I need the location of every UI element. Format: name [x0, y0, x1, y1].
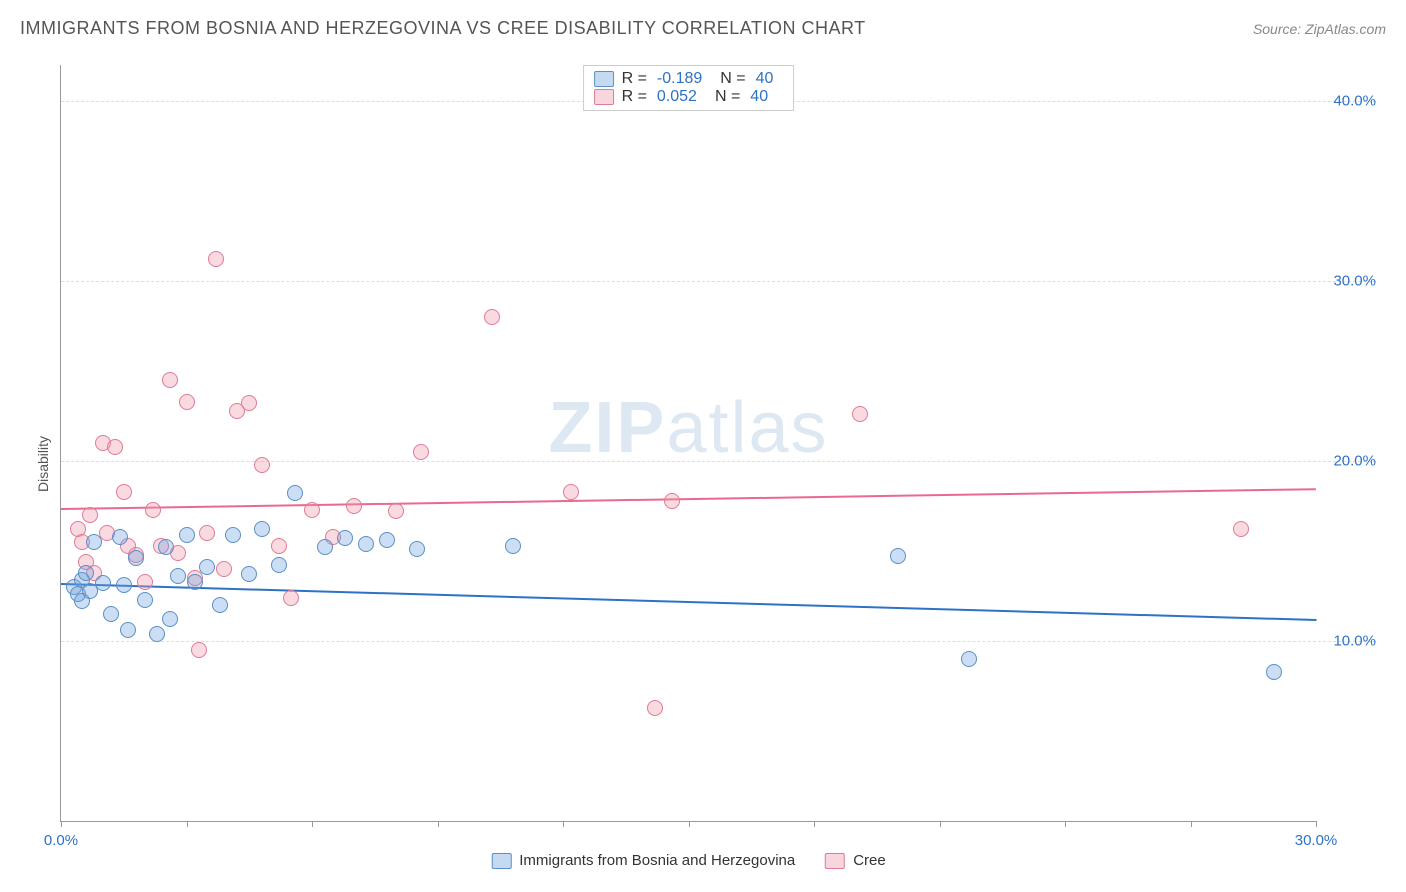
chart-area: Disability ZIPatlas R =-0.189N =40R =0.0… — [20, 55, 1386, 872]
watermark: ZIPatlas — [548, 387, 828, 469]
legend-swatch — [491, 853, 511, 869]
x-tick — [187, 821, 188, 827]
data-point — [199, 525, 215, 541]
y-tick-label: 20.0% — [1321, 453, 1376, 470]
data-point — [379, 532, 395, 548]
data-point — [1233, 521, 1249, 537]
data-point — [187, 574, 203, 590]
data-point — [128, 550, 144, 566]
data-point — [162, 372, 178, 388]
data-point — [283, 590, 299, 606]
y-tick-label: 30.0% — [1321, 273, 1376, 290]
data-point — [179, 527, 195, 543]
data-point — [254, 521, 270, 537]
data-point — [199, 559, 215, 575]
data-point — [216, 561, 232, 577]
source-label: Source: ZipAtlas.com — [1253, 21, 1386, 37]
data-point — [271, 538, 287, 554]
legend-item: Immigrants from Bosnia and Herzegovina — [491, 852, 795, 869]
plot-region: ZIPatlas R =-0.189N =40R =0.052N =40 Imm… — [60, 65, 1316, 822]
data-point — [254, 457, 270, 473]
legend-swatch — [594, 89, 614, 105]
x-tick — [312, 821, 313, 827]
x-tick-label: 0.0% — [44, 832, 78, 849]
data-point — [78, 565, 94, 581]
y-tick-label: 40.0% — [1321, 93, 1376, 110]
data-point — [179, 394, 195, 410]
x-tick — [814, 821, 815, 827]
x-tick — [1191, 821, 1192, 827]
data-point — [271, 557, 287, 573]
data-point — [409, 541, 425, 557]
x-tick-label: 30.0% — [1295, 832, 1338, 849]
data-point — [664, 493, 680, 509]
x-tick — [1065, 821, 1066, 827]
trend-line — [61, 583, 1316, 621]
data-point — [212, 597, 228, 613]
data-point — [82, 507, 98, 523]
y-tick-label: 10.0% — [1321, 633, 1376, 650]
x-tick — [61, 821, 62, 827]
x-tick — [1316, 821, 1317, 827]
data-point — [191, 642, 207, 658]
data-point — [208, 251, 224, 267]
legend-stat-row: R =-0.189N =40 — [594, 70, 784, 88]
data-point — [107, 439, 123, 455]
data-point — [852, 406, 868, 422]
data-point — [86, 534, 102, 550]
data-point — [358, 536, 374, 552]
data-point — [149, 626, 165, 642]
data-point — [145, 502, 161, 518]
y-axis-label: Disability — [35, 435, 51, 491]
data-point — [112, 529, 128, 545]
data-point — [241, 566, 257, 582]
data-point — [116, 577, 132, 593]
data-point — [137, 592, 153, 608]
data-point — [388, 503, 404, 519]
legend-label: Immigrants from Bosnia and Herzegovina — [519, 852, 795, 869]
data-point — [961, 651, 977, 667]
data-point — [158, 539, 174, 555]
trend-line — [61, 488, 1316, 510]
data-point — [647, 700, 663, 716]
data-point — [346, 498, 362, 514]
gridline-h — [61, 641, 1376, 642]
data-point — [304, 502, 320, 518]
data-point — [337, 530, 353, 546]
data-point — [287, 485, 303, 501]
x-tick — [689, 821, 690, 827]
data-point — [1266, 664, 1282, 680]
data-point — [484, 309, 500, 325]
data-point — [162, 611, 178, 627]
legend-swatch — [594, 71, 614, 87]
data-point — [95, 575, 111, 591]
data-point — [103, 606, 119, 622]
data-point — [890, 548, 906, 564]
x-tick — [563, 821, 564, 827]
data-point — [170, 568, 186, 584]
data-point — [563, 484, 579, 500]
data-point — [116, 484, 132, 500]
legend-swatch — [825, 853, 845, 869]
series-legend: Immigrants from Bosnia and Herzegovina Cr… — [491, 852, 885, 869]
legend-item: Cree — [825, 852, 886, 869]
data-point — [120, 622, 136, 638]
x-tick — [438, 821, 439, 827]
data-point — [317, 539, 333, 555]
legend-stat-row: R =0.052N =40 — [594, 88, 784, 106]
data-point — [137, 574, 153, 590]
gridline-h — [61, 281, 1376, 282]
data-point — [413, 444, 429, 460]
x-tick — [940, 821, 941, 827]
data-point — [505, 538, 521, 554]
chart-title: IMMIGRANTS FROM BOSNIA AND HERZEGOVINA V… — [20, 18, 866, 39]
data-point — [225, 527, 241, 543]
stats-legend: R =-0.189N =40R =0.052N =40 — [583, 65, 795, 111]
legend-label: Cree — [853, 852, 886, 869]
data-point — [241, 395, 257, 411]
